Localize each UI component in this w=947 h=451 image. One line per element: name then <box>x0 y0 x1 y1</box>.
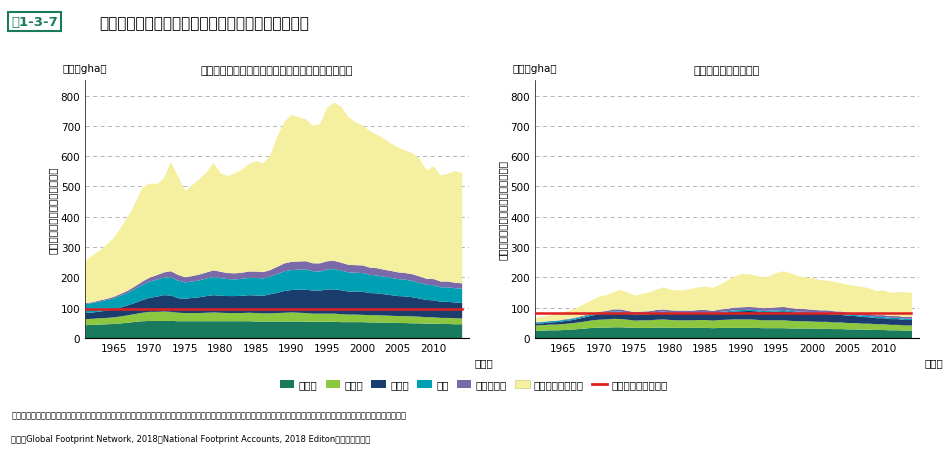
Title: うち海外からの輸入分: うち海外からの輸入分 <box>694 66 759 76</box>
Text: （百万gha）: （百万gha） <box>63 64 107 74</box>
Y-axis label: エコロジカル・フットプリント: エコロジカル・フットプリント <box>48 166 58 253</box>
Title: 日本の消費にかかるエコロジカル・フットプリント: 日本の消費にかかるエコロジカル・フットプリント <box>201 66 353 76</box>
Text: 図1-3-7: 図1-3-7 <box>11 16 58 29</box>
Text: （年）: （年） <box>924 358 943 368</box>
Legend: 耕作地, 牧草地, 森林地, 漁場, 生産阻害地, 二酸化炭素吸収地, バイオキャパシティ: 耕作地, 牧草地, 森林地, 漁場, 生産阻害地, 二酸化炭素吸収地, バイオキ… <box>276 376 671 394</box>
Text: 日本の消費にかかるエコロジカル・フットプリント: 日本の消費にかかるエコロジカル・フットプリント <box>99 16 310 31</box>
Text: 資料：Global Footprint Network, 2018；National Footprint Accounts, 2018 Editonより環境省作: 資料：Global Footprint Network, 2018；Nation… <box>11 434 370 443</box>
Y-axis label: 輸入エコロジカル・フットプリント: 輸入エコロジカル・フットプリント <box>498 160 508 260</box>
Text: （百万gha）: （百万gha） <box>512 64 557 74</box>
Text: （年）: （年） <box>474 358 493 368</box>
Text: 注：我が国の輸入分も含めた資源消費量を、それぞれ「耕作地」「牧草地」「森林地」「漁場」「生産阻害地」「二酸化炭素吸収地」として土地面積に換算して計算したもの。: 注：我が国の輸入分も含めた資源消費量を、それぞれ「耕作地」「牧草地」「森林地」「… <box>11 410 406 419</box>
